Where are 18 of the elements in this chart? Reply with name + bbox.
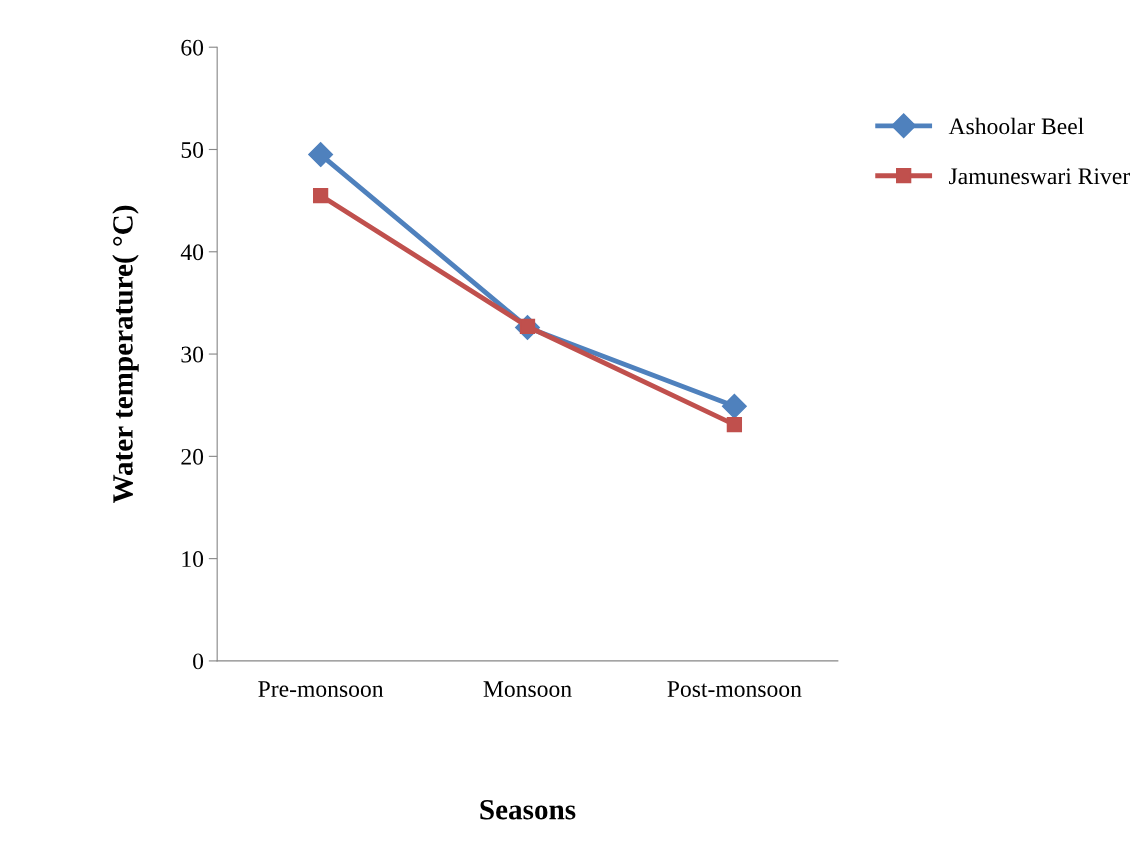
point (312, 187, 329, 204)
y-tick-label: 20 (181, 448, 204, 465)
y-axis-title: Water temperature( °C) (112, 205, 139, 504)
y-tick-label: 60 (181, 39, 204, 56)
point (721, 393, 747, 419)
point (726, 416, 743, 433)
x-axis-title: Seasons (480, 799, 576, 820)
y-tick-label: 0 (193, 653, 204, 670)
x-tick-label: Post-monsoon (667, 681, 802, 697)
legend-label: Ashoolar Beel (948, 117, 1084, 135)
point (308, 142, 334, 168)
x-tick-label: Pre-monsoon (258, 681, 384, 697)
y-tick-label: 40 (180, 244, 204, 261)
y-tick-label: 30 (181, 346, 204, 363)
y-tick-label: 50 (181, 141, 204, 158)
legend-label: Jamuneswari River (949, 168, 1130, 185)
x-tick-label: Monsoon (483, 681, 572, 697)
y-tick-label: 10 (182, 551, 204, 568)
